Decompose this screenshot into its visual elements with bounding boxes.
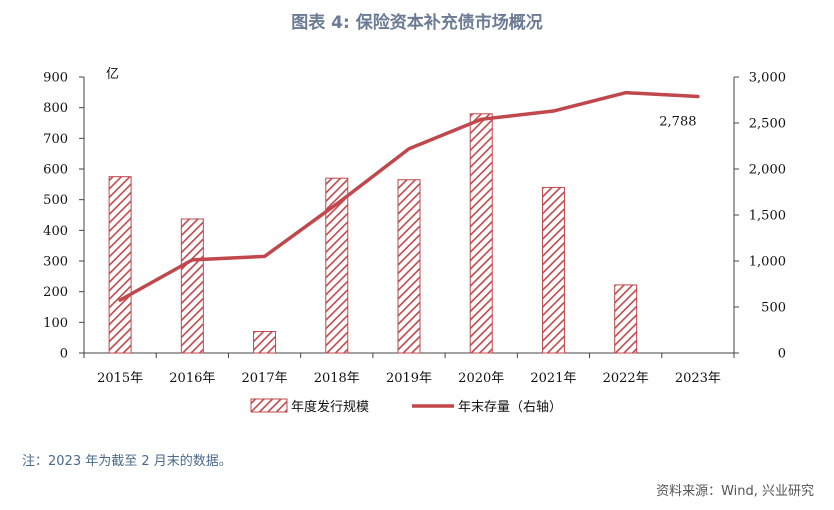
left-axis-tick-label: 700 <box>43 132 68 147</box>
legend-swatch-bar <box>250 398 288 413</box>
right-axis-tick-label: 2,000 <box>749 163 786 178</box>
bar <box>180 218 204 354</box>
x-axis-tick-label: 2023年 <box>675 371 721 386</box>
left-axis-tick-label: 100 <box>43 316 68 331</box>
bar <box>614 284 638 354</box>
legend-label-line: 年末存量（右轴） <box>458 400 562 415</box>
left-axis-tick-label: 200 <box>43 285 68 300</box>
bar <box>108 176 132 354</box>
bar <box>325 177 349 354</box>
line-point <box>696 95 700 99</box>
left-axis-tick-label: 600 <box>43 163 68 178</box>
bar <box>541 186 565 354</box>
line-point <box>479 117 483 121</box>
right-axis-tick-label: 2,500 <box>749 117 786 132</box>
right-axis-tick-label: 500 <box>761 301 786 316</box>
x-axis-tick-label: 2016年 <box>169 371 215 386</box>
right-axis-tick-label: 1,500 <box>749 209 786 224</box>
right-axis-tick-label: 3,000 <box>749 71 786 86</box>
x-axis-tick-label: 2015年 <box>97 371 143 386</box>
x-axis-tick-label: 2020年 <box>458 371 504 386</box>
left-axis-tick-label: 0 <box>60 347 68 362</box>
legend-label-bar: 年度发行规模 <box>291 399 369 415</box>
bar <box>253 331 277 354</box>
x-axis-tick-label: 2021年 <box>530 371 576 386</box>
left-axis-unit: 亿 <box>106 67 119 82</box>
chart-title: 图表 4: 保险资本补充债市场概况 <box>291 13 543 33</box>
line-point <box>407 147 411 151</box>
left-axis-tick-label: 900 <box>43 71 68 86</box>
line-point <box>118 298 122 302</box>
left-axis-tick-label: 800 <box>43 101 68 116</box>
chart-source: 资料来源：Wind, 兴业研究 <box>656 484 814 499</box>
x-axis-tick-label: 2022年 <box>603 371 649 386</box>
line-point <box>335 202 339 206</box>
line-point <box>190 258 194 262</box>
left-axis-tick-label: 500 <box>43 193 68 208</box>
left-axis-tick-label: 400 <box>43 224 68 239</box>
x-axis-tick-label: 2017年 <box>242 371 288 386</box>
line-point <box>551 109 555 113</box>
data-label: 2,788 <box>659 115 696 130</box>
x-axis-tick-label: 2018年 <box>314 371 360 386</box>
x-axis-tick-label: 2019年 <box>386 371 432 386</box>
line-point <box>624 91 628 95</box>
line-point <box>263 254 267 258</box>
chart-note: 注：2023 年为截至 2 月末的数据。 <box>22 454 232 469</box>
left-axis-tick-label: 300 <box>43 255 68 270</box>
right-axis-tick-label: 0 <box>778 347 786 362</box>
right-axis-tick-label: 1,000 <box>749 255 786 270</box>
bar <box>397 179 421 354</box>
bar <box>469 113 493 354</box>
